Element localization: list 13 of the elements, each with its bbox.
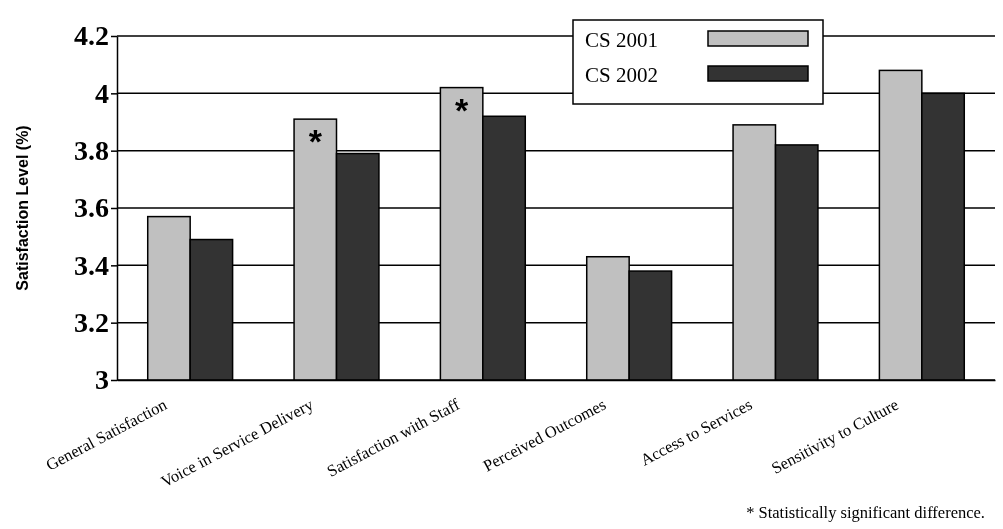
annotation: * — [308, 122, 323, 161]
annotation: * — [455, 90, 469, 129]
y-tick-label: 3.6 — [74, 192, 109, 224]
y-axis-title: Satisfaction Level (%) — [14, 125, 31, 291]
y-tick-label: 3 — [95, 364, 109, 396]
y-tick-label: 3.4 — [74, 249, 109, 281]
y-tick-label: 3.2 — [74, 307, 109, 339]
legend-label: CS 2002 — [585, 63, 658, 87]
text: * Statistically significant difference. — [746, 503, 985, 522]
y-tick-label: 4 — [95, 77, 109, 109]
y-tick-label: 3.8 — [74, 135, 109, 167]
y-tick-label: 4.2 — [74, 20, 109, 52]
legend-label: CS 2001 — [585, 28, 658, 52]
